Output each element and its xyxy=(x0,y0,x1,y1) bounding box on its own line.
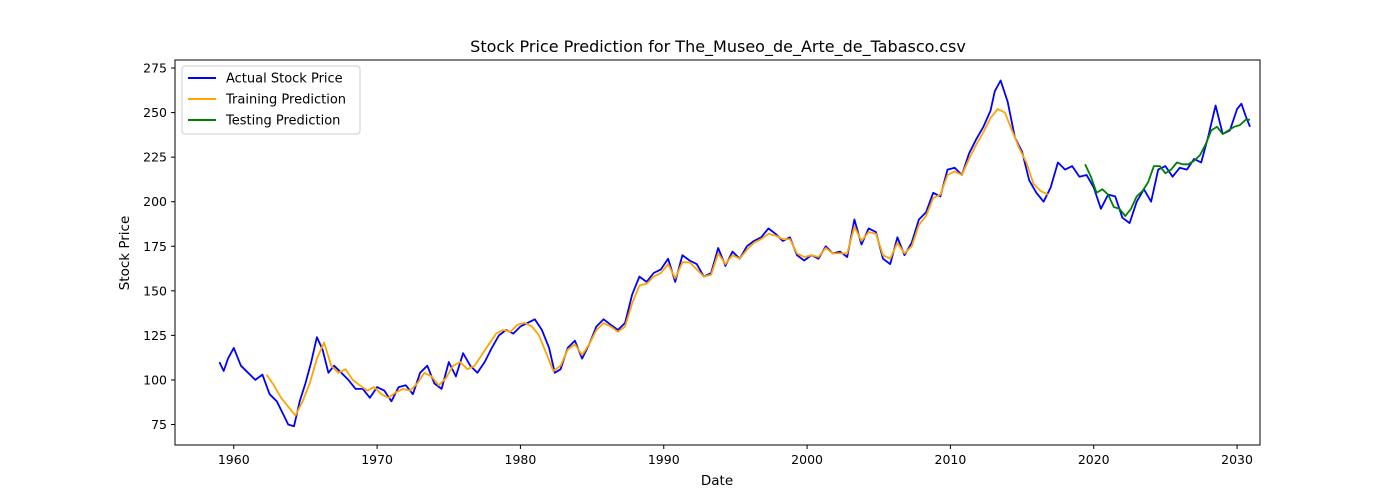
y-axis-title: Stock Price xyxy=(117,216,133,291)
series-line-2 xyxy=(1084,118,1250,217)
y-tick-label: 275 xyxy=(143,61,167,76)
x-axis-ticks: 1960 1970 1980 1990 2000 2010 2020 2030 xyxy=(218,445,1253,467)
legend-label-0: Actual Stock Price xyxy=(226,72,343,87)
series-line-1 xyxy=(265,108,1049,417)
y-tick-label: 225 xyxy=(143,150,167,165)
y-tick-label: 200 xyxy=(143,194,167,209)
y-tick-label: 175 xyxy=(143,239,167,254)
legend-label-1: Training Prediction xyxy=(225,93,346,108)
legend-box xyxy=(181,65,361,135)
chart-title: Stock Price Prediction for The_Museo_de_… xyxy=(470,37,966,57)
x-tick-label: 2010 xyxy=(935,452,967,467)
x-tick-label: 2000 xyxy=(791,452,823,467)
series-layer xyxy=(218,79,1251,428)
x-tick-label: 1960 xyxy=(218,452,250,467)
legend: Actual Stock Price Training Prediction Tes… xyxy=(181,65,361,135)
y-tick-label: 150 xyxy=(143,283,167,298)
y-tick-label: 250 xyxy=(143,105,167,120)
plot-frame xyxy=(174,59,1261,446)
y-tick-label: 125 xyxy=(143,328,167,343)
y-axis-ticks: 75 100 125 150 175 200 225 250 275 xyxy=(143,61,175,432)
x-axis-title: Date xyxy=(701,473,733,489)
legend-items: Actual Stock Price Training Prediction Tes… xyxy=(188,72,346,129)
y-tick-label: 75 xyxy=(151,417,167,432)
x-tick-label: 2030 xyxy=(1221,452,1253,467)
x-tick-label: 2020 xyxy=(1078,452,1110,467)
x-tick-label: 1990 xyxy=(648,452,680,467)
x-tick-label: 1980 xyxy=(505,452,537,467)
y-tick-label: 100 xyxy=(143,372,167,387)
legend-label-2: Testing Prediction xyxy=(225,114,340,129)
x-tick-label: 1970 xyxy=(361,452,393,467)
